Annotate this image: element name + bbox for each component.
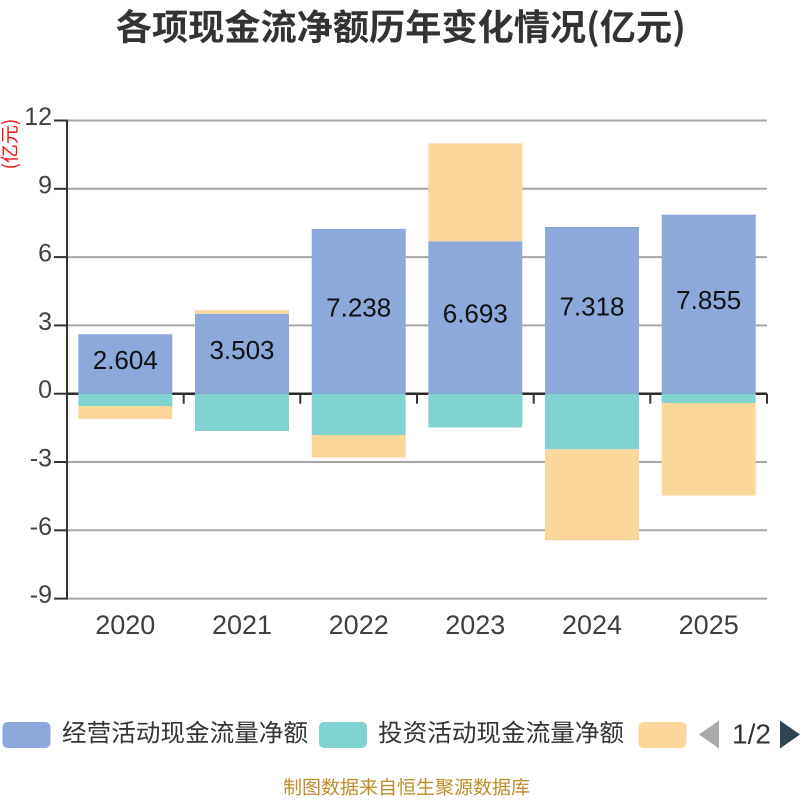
svg-text:2.604: 2.604 [93,345,158,375]
svg-text:7.855: 7.855 [676,285,741,315]
svg-text:6.693: 6.693 [443,299,508,329]
svg-text:1/2: 1/2 [732,719,771,750]
svg-text:2024: 2024 [562,610,622,640]
svg-text:2022: 2022 [329,610,389,640]
svg-text:-9: -9 [30,581,52,609]
svg-text:-3: -3 [30,445,52,473]
svg-text:3.503: 3.503 [209,335,274,365]
svg-text:2020: 2020 [95,610,155,640]
svg-text:2025: 2025 [679,610,739,640]
svg-text:12: 12 [24,103,52,131]
svg-text:7.318: 7.318 [559,291,624,321]
svg-text:-6: -6 [30,513,52,541]
svg-text:0: 0 [38,376,52,404]
svg-text:2021: 2021 [212,610,272,640]
svg-text:6: 6 [38,240,52,268]
svg-text:3: 3 [38,308,52,336]
svg-text:9: 9 [38,171,52,199]
svg-text:7.238: 7.238 [326,292,391,322]
svg-text:2023: 2023 [445,610,505,640]
